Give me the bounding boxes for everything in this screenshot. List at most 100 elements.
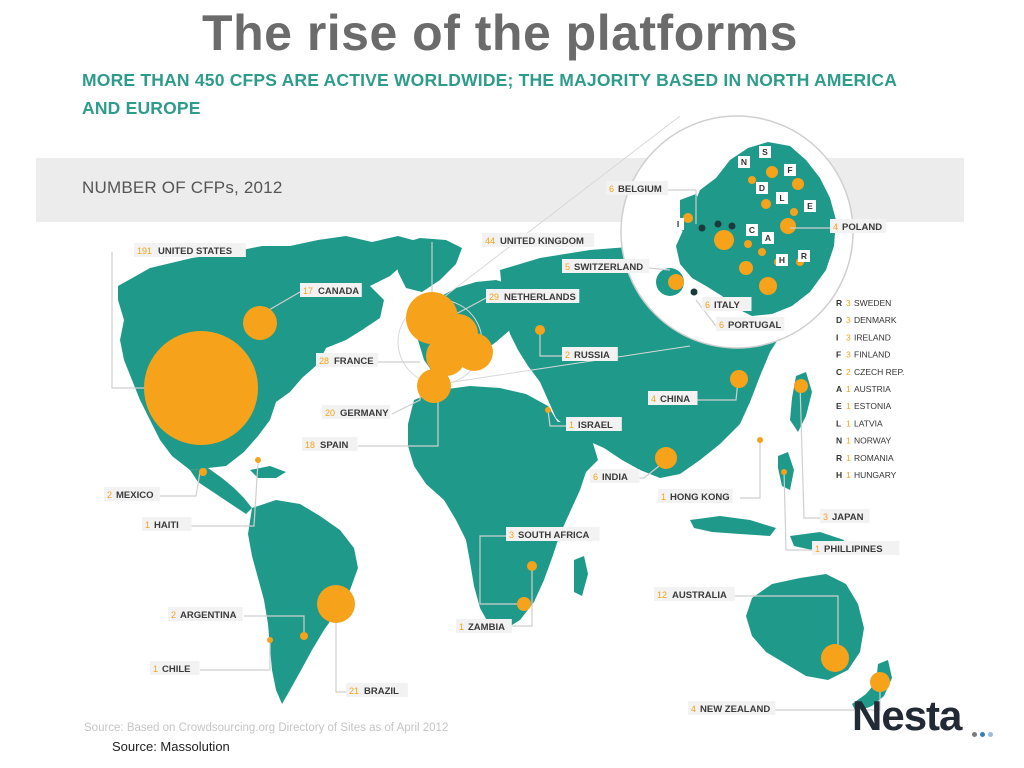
- country-label-united-kingdom: 44 UNITED KINGDOM: [482, 233, 595, 247]
- greenland-landmass: [394, 238, 462, 292]
- label-count: 2: [171, 610, 176, 620]
- label-count: 6: [705, 300, 710, 310]
- label-background: [456, 619, 512, 633]
- label-background: [590, 469, 640, 483]
- inset-dot-portugal: [690, 288, 698, 296]
- inset-bubble-germany: [739, 261, 753, 275]
- bubble-germany: [455, 333, 493, 371]
- key-code: R: [836, 453, 842, 463]
- key-count: 3: [846, 350, 851, 360]
- inset-letter: E: [807, 201, 813, 211]
- inset-bubble-spain: [668, 274, 684, 290]
- inset-letter: A: [765, 233, 771, 243]
- label-background: [562, 259, 650, 273]
- leader-switzerland: [647, 267, 671, 271]
- inset-letter: H: [779, 255, 785, 265]
- country-label-japan: 3 JAPAN: [820, 509, 870, 523]
- label-country-name: JAPAN: [832, 512, 864, 523]
- label-country-name: HAITI: [154, 520, 179, 531]
- bubble-canada: [243, 306, 277, 340]
- label-country-name: CHILE: [162, 664, 191, 675]
- bubble-india: [655, 447, 677, 469]
- country-label-netherlands: 29 NETHERLANDS: [486, 289, 580, 303]
- label-country-name: PORTUGAL: [728, 320, 782, 331]
- label-country-name: GERMANY: [340, 408, 389, 419]
- inset-letter-box: [776, 192, 788, 204]
- label-country-name: SOUTH AFRICA: [518, 530, 590, 541]
- label-country-name: INDIA: [602, 472, 628, 483]
- country-label-mexico: 2 MEXICO: [104, 487, 160, 501]
- leader-japan: [799, 383, 820, 519]
- bubble-hong-kong: [757, 437, 763, 443]
- country-label-spain: 18 SPAIN: [302, 437, 358, 451]
- leader-haiti: [186, 461, 259, 527]
- inset-bubble-austria: [758, 248, 766, 256]
- key-row: L 1 LATVIA: [836, 418, 883, 428]
- key-row: N 1 NORWAY: [836, 436, 891, 446]
- label-background: [562, 347, 618, 361]
- label-country-name: CANADA: [318, 286, 359, 297]
- label-count: 1: [145, 520, 150, 530]
- label-country-name: ISRAEL: [578, 420, 613, 431]
- label-country-name: RUSSIA: [574, 350, 610, 361]
- inset-letter-box: [746, 224, 758, 236]
- country-label-india: 6 INDIA: [590, 469, 640, 483]
- key-count: 1: [846, 453, 851, 463]
- key-country-name: CZECH REP.: [854, 367, 904, 377]
- inset-connector-top: [439, 115, 681, 301]
- label-country-name: FRANCE: [334, 356, 374, 367]
- inset-bubble-ireland: [683, 213, 693, 223]
- country-label-haiti: 1 HAITI: [142, 517, 192, 531]
- inset-letter: D: [759, 183, 765, 193]
- key-row: R 1 ROMANIA: [836, 453, 894, 463]
- label-background: [566, 417, 622, 431]
- label-count: 1: [569, 420, 574, 430]
- inset-letter: N: [741, 157, 747, 167]
- label-country-name: ITALY: [714, 300, 741, 311]
- label-background: [134, 243, 246, 257]
- inset-letter: L: [779, 193, 784, 203]
- leader-zambia: [510, 570, 533, 627]
- key-row: C 2 CZECH REP.: [836, 367, 904, 377]
- label-count: 5: [565, 262, 570, 272]
- label-background: [506, 527, 600, 541]
- key-country-name: ROMANIA: [854, 453, 894, 463]
- inset-bubble-finland: [792, 178, 804, 190]
- label-country-name: NETHERLANDS: [504, 292, 576, 303]
- key-row: A 1 AUSTRIA: [836, 384, 891, 394]
- label-count: 1: [459, 622, 464, 632]
- bubble-brazil: [317, 585, 355, 623]
- leader-south-africa: [479, 535, 524, 605]
- label-background: [104, 487, 160, 501]
- label-background: [482, 233, 595, 247]
- key-code: A: [836, 384, 842, 394]
- key-count: 3: [846, 332, 851, 342]
- label-background: [168, 607, 243, 621]
- key-country-name: NORWAY: [854, 436, 891, 446]
- label-count: 191: [137, 246, 152, 256]
- bubble-israel: [545, 407, 551, 413]
- label-country-name: BELGIUM: [618, 184, 662, 195]
- leader-hong-kong: [740, 440, 761, 499]
- leader-belgium: [662, 189, 697, 224]
- inset-letter: R: [801, 251, 807, 261]
- label-count: 1: [153, 664, 158, 674]
- label-country-name: ARGENTINA: [180, 610, 237, 621]
- country-label-canada: 17 CANADA: [300, 283, 362, 297]
- key-country-name: AUSTRIA: [854, 384, 891, 394]
- country-label-new-zealand: 4 NEW ZEALAND: [688, 701, 776, 715]
- leader-australia: [730, 595, 839, 656]
- country-label-hong-kong: 1 HONG KONG: [658, 489, 733, 503]
- key-code: H: [836, 470, 842, 480]
- country-label-china: 4 CHINA: [648, 391, 698, 405]
- label-background: [648, 391, 698, 405]
- inset-bubble-norway: [748, 176, 756, 184]
- country-label-poland: 4 POLAND: [830, 219, 886, 233]
- central-america-landmass: [190, 468, 252, 514]
- leader-chile: [200, 640, 271, 671]
- label-count: 21: [349, 686, 359, 696]
- inset-dot-belgium: [698, 224, 706, 232]
